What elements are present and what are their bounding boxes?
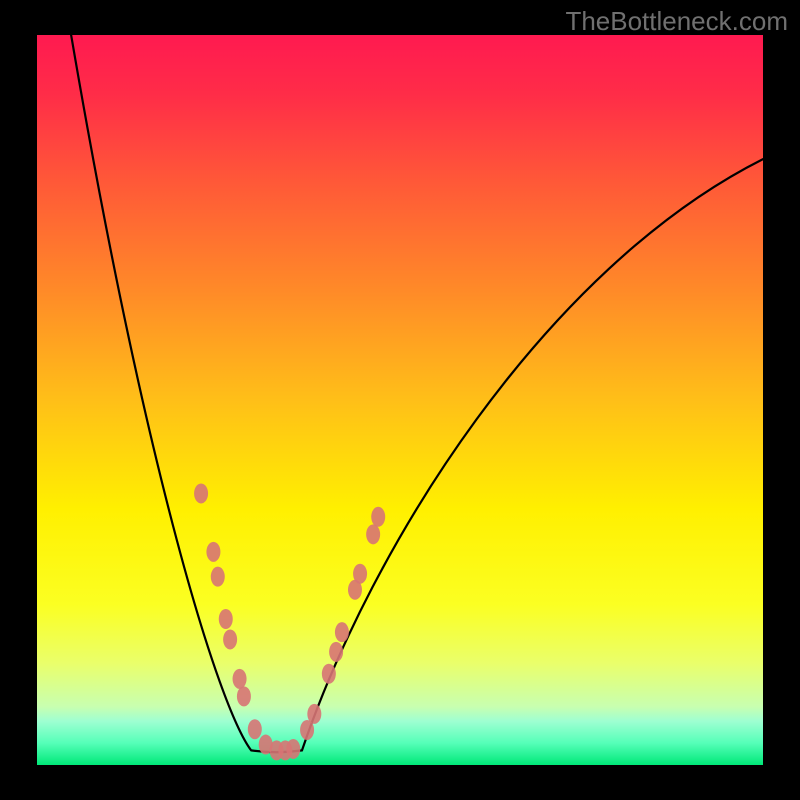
- marker-point: [206, 542, 220, 562]
- marker-point: [223, 629, 237, 649]
- marker-point: [219, 609, 233, 629]
- marker-point: [286, 739, 300, 759]
- watermark-text: TheBottleneck.com: [565, 6, 788, 37]
- marker-point: [329, 642, 343, 662]
- marker-point: [237, 686, 251, 706]
- marker-point: [233, 669, 247, 689]
- marker-point: [248, 719, 262, 739]
- bottleneck-chart: [37, 35, 763, 765]
- marker-point: [307, 704, 321, 724]
- marker-point: [366, 524, 380, 544]
- marker-point: [371, 507, 385, 527]
- marker-point: [353, 564, 367, 584]
- marker-point: [211, 567, 225, 587]
- chart-root: TheBottleneck.com: [0, 0, 800, 800]
- marker-point: [322, 664, 336, 684]
- marker-point: [194, 483, 208, 503]
- marker-point: [335, 622, 349, 642]
- plot-background: [37, 35, 763, 765]
